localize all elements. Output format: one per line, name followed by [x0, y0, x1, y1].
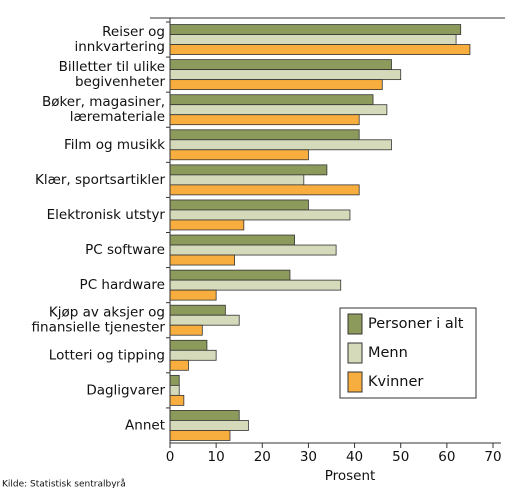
bar: [169, 254, 235, 266]
legend-label: Menn: [368, 345, 408, 361]
y-tick-label: Elektronisk utstyr: [47, 207, 166, 223]
y-tick-label: Annet: [125, 417, 165, 433]
x-axis-label: Prosent: [325, 468, 376, 484]
legend-label: Personer i alt: [368, 316, 464, 332]
y-tick-label: Lotteri og tipping: [49, 347, 165, 363]
bar: [169, 174, 305, 186]
bar: [169, 289, 217, 301]
bar: [169, 314, 240, 326]
bar: [169, 79, 383, 91]
bar: [169, 24, 462, 35]
y-tick-label: Film og musikk: [64, 137, 165, 153]
bar: [169, 59, 392, 71]
bar: [169, 164, 328, 176]
bar: [169, 384, 180, 396]
x-tick-label: 10: [208, 449, 225, 465]
bar: [169, 139, 392, 151]
x-tick-label: 70: [484, 449, 501, 465]
source-note: Kilde: Statistisk sentralbyrå: [2, 479, 126, 488]
bar: [169, 104, 388, 116]
bar: [169, 339, 208, 351]
x-tick-label: 30: [300, 449, 317, 465]
x-tick-label: 60: [438, 449, 455, 465]
bar: [169, 34, 457, 45]
bar: [169, 279, 342, 291]
legend-box: [339, 307, 477, 399]
bar: [169, 374, 180, 386]
bar: [169, 219, 245, 231]
legend-swatch: [347, 313, 363, 335]
y-tick-label: Dagligvarer: [86, 382, 165, 398]
y-tick-label: Kjøp av aksjer og finansielle tjenester: [32, 305, 166, 336]
bar: [169, 199, 309, 211]
bar: [169, 269, 291, 281]
bar: [169, 410, 240, 421]
bar: [169, 209, 351, 221]
bar: [169, 94, 374, 106]
bar: [169, 324, 203, 336]
bar: [169, 244, 337, 256]
bar: [169, 430, 231, 441]
legend-swatch: [347, 342, 363, 364]
x-tick-label: 40: [346, 449, 363, 465]
y-tick-label: Bøker, magasiner, læremateriale: [42, 94, 165, 125]
bar: [169, 359, 189, 371]
bar: [169, 44, 471, 55]
legend-swatch: [347, 371, 363, 393]
x-tick-label: 0: [166, 449, 175, 465]
bar: [169, 304, 226, 316]
x-tick-label: 50: [392, 449, 409, 465]
bar: [169, 420, 249, 431]
y-tick-label: Billetter til ulike begivenheter: [59, 59, 166, 90]
bar: [169, 184, 360, 196]
x-tick-label: 20: [254, 449, 271, 465]
bar: [169, 234, 295, 246]
y-tick-label: Klær, sportsartikler: [35, 172, 165, 188]
bar: [169, 394, 185, 406]
bar: [169, 69, 402, 81]
bar: [169, 149, 309, 161]
y-tick-label: PC software: [85, 242, 165, 258]
bar: [169, 114, 360, 126]
y-tick-label: PC hardware: [80, 277, 165, 293]
bar: [169, 349, 217, 361]
bar: [169, 129, 360, 141]
legend-label: Kvinner: [368, 374, 423, 390]
y-tick-label: Reiser og innkvartering: [74, 24, 165, 55]
